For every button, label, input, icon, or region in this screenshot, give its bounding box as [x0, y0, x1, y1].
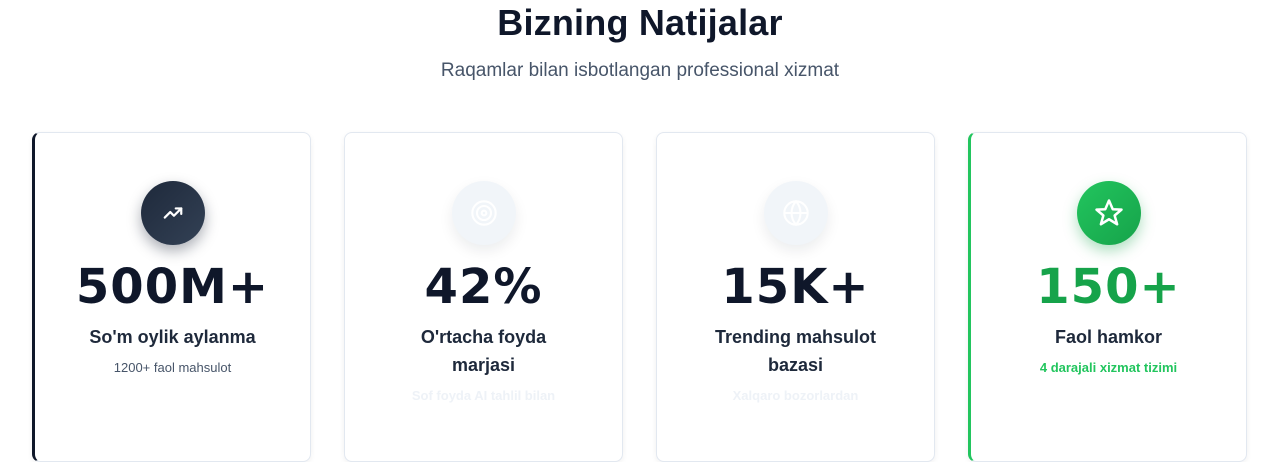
stat-label: O'rtacha foyda marjasi [420, 327, 547, 375]
stat-note: 1200+ faol mahsulot [113, 360, 232, 375]
stat-card-products: 15K+ Trending mahsulot bazasi Xalqaro bo… [656, 132, 935, 462]
star-icon [1076, 181, 1141, 245]
stat-card-partners: 150+ Faol hamkor 4 darajali xizmat tizim… [968, 132, 1247, 462]
stat-label: Trending mahsulot bazasi [714, 327, 876, 375]
stat-note: 4 darajali xizmat tizimi [1039, 360, 1178, 375]
stat-value: 15K+ [721, 259, 870, 315]
stat-note: Sof foyda AI tahlil bilan [411, 388, 556, 403]
stat-value: 150+ [1036, 259, 1181, 315]
stat-note: Xalqaro bozorlardan [732, 388, 859, 403]
stat-card-margin: 42% O'rtacha foyda marjasi Sof foyda AI … [344, 132, 623, 462]
stats-cards: 500M+ So'm oylik aylanma 1200+ faol mahs… [32, 132, 1247, 462]
section-title: Bizning Natijalar [497, 2, 783, 43]
stat-value: 500M+ [75, 259, 270, 315]
trending-up-icon [140, 181, 205, 245]
section-subtitle: Raqamlar bilan isbotlangan professional … [440, 60, 840, 81]
stat-label: So'm oylik aylanma [89, 327, 256, 347]
globe-icon [763, 181, 828, 245]
stat-label: Faol hamkor [1054, 327, 1163, 347]
stat-value: 42% [424, 259, 543, 315]
stat-card-turnover: 500M+ So'm oylik aylanma 1200+ faol mahs… [32, 132, 311, 462]
target-icon [451, 181, 516, 245]
